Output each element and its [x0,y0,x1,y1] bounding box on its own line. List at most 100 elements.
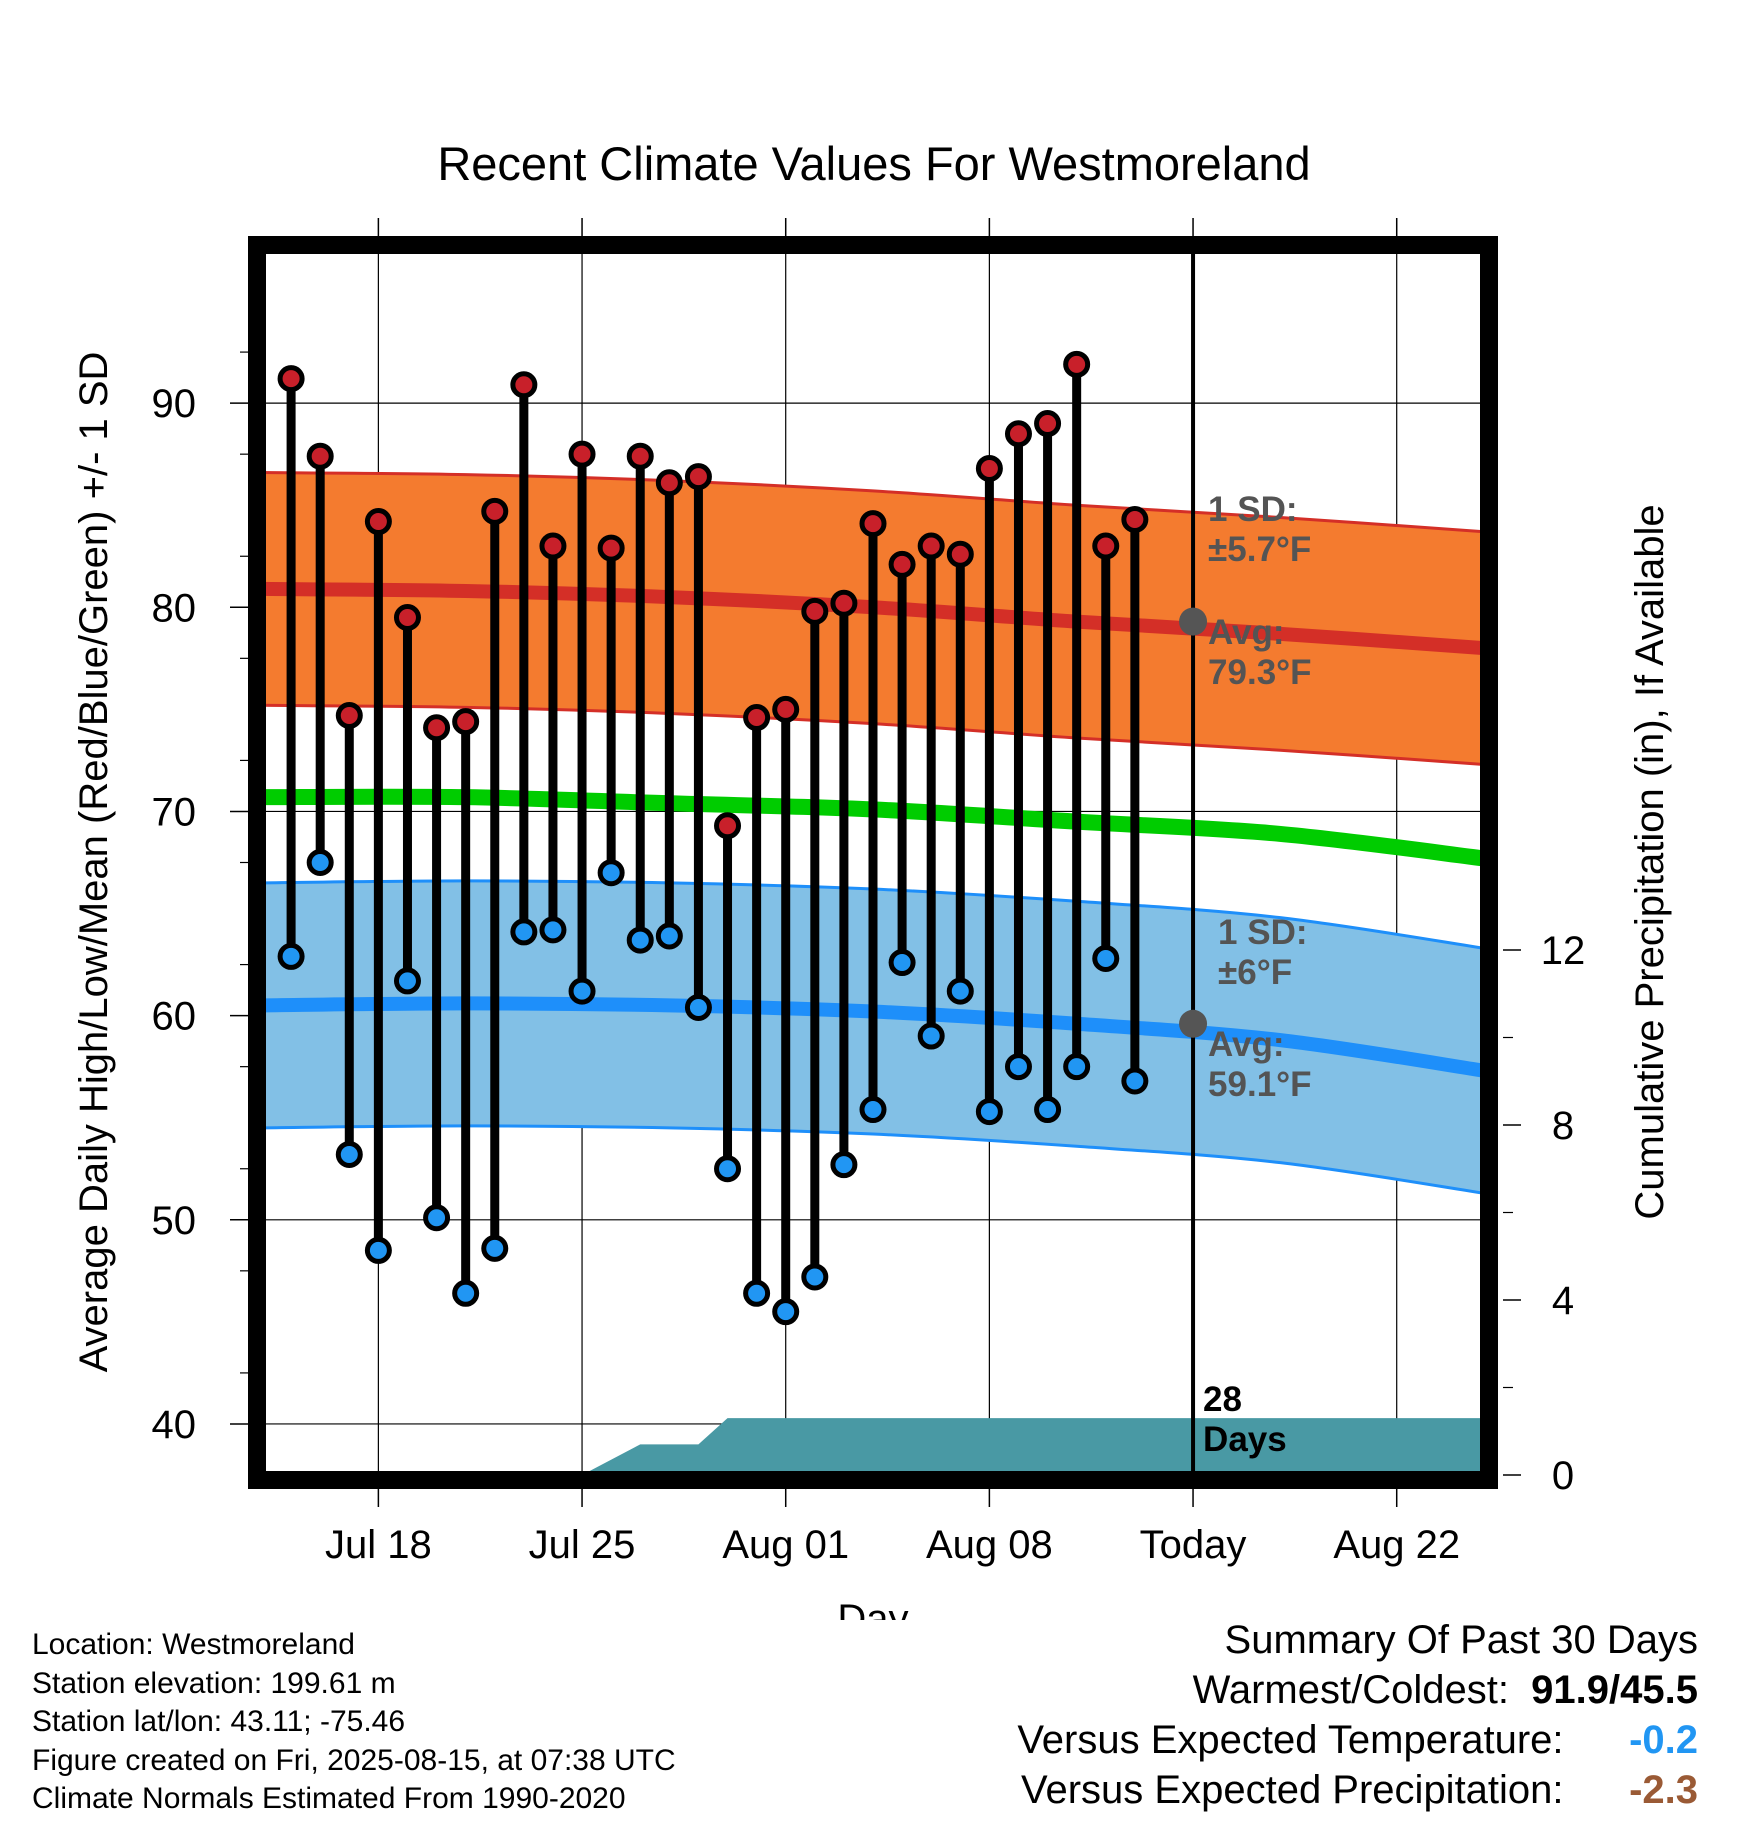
daily-high-point [743,704,771,732]
climate-chart: Recent Climate Values For Westmoreland 1… [72,137,1672,1620]
daily-low-point [481,1234,509,1262]
summary-warmest-value: 91.9/45.5 [1531,1668,1698,1712]
annotation-low-avg-line: Avg: [1208,1025,1284,1064]
daily-low-point [423,1204,451,1232]
daily-high-point [975,454,1003,482]
y-tick-label-left: 80 [152,586,197,630]
summary-panel: Summary Of Past 30 Days Warmest/Coldest:… [1017,1615,1698,1815]
y-tick-label-right: 12 [1541,929,1586,973]
daily-low-point [830,1151,858,1179]
daily-low-point [568,977,596,1005]
info-created: Figure created on Fri, 2025-08-15, at 07… [32,1743,676,1777]
daily-low-point [1063,1053,1091,1081]
daily-high-point [1092,532,1120,560]
summary-warmest-row: Warmest/Coldest: 91.9/45.5 [1017,1665,1698,1715]
daily-high-point [626,442,654,470]
daily-low-point [714,1155,742,1183]
daily-high-point [423,714,451,742]
annotation-days-line: Days [1203,1420,1287,1459]
y-tick-label-left: 60 [152,995,197,1039]
daily-low-point [626,926,654,954]
daily-low-point [801,1263,829,1291]
daily-high-point [364,508,392,536]
daily-low-point [335,1140,363,1168]
daily-low-point [1092,944,1120,972]
daily-high-point [888,550,916,578]
daily-high-point [1121,506,1149,533]
daily-low-point [364,1236,392,1264]
daily-low-point [277,942,305,970]
y-axis-label-right: Cumulative Precipitation (in), If Availa… [1628,504,1672,1219]
annotation-high-avg-line: 79.3°F [1208,653,1312,692]
daily-low-point [1121,1067,1149,1095]
daily-high-point [597,534,625,562]
daily-high-point [801,597,829,625]
daily-high-point [684,463,712,491]
plot-inner [262,250,1484,1475]
annotation-low-avg: Avg: 59.1°F [1208,1025,1312,1104]
daily-high-point [393,604,421,631]
info-location: Location: Westmoreland [32,1628,355,1661]
daily-low-point [452,1279,480,1307]
annotation-high-sd-line: 1 SD: [1208,490,1297,529]
summary-precip-value: -2.3 [1629,1768,1698,1812]
daily-high-point [539,532,567,560]
summary-precip-row: Versus Expected Precipitation: -2.3 [1017,1765,1698,1815]
daily-high-point [1063,350,1091,378]
precip-area [582,1418,1484,1475]
daily-high-point [772,695,800,723]
daily-low-point [539,916,567,944]
annotation-high-sd-line: ±5.7°F [1208,530,1311,569]
daily-high-point [655,469,683,497]
y-tick-label-left: 40 [152,1403,197,1447]
annotation-high-avg-line: Avg: [1208,613,1284,652]
y-tick-label-right: 0 [1552,1454,1574,1498]
today-avg-high-marker [1179,607,1208,636]
annotation-low-sd-line: 1 SD: [1218,913,1307,952]
daily-low-point [1004,1053,1032,1081]
daily-high-point [917,532,945,560]
daily-low-point [772,1298,800,1326]
x-tick-label: Jul 25 [529,1523,636,1567]
daily-low-point [743,1279,771,1307]
daily-low-point [684,993,712,1021]
x-axis-label: Day [837,1597,908,1620]
annotation-low-sd-line: ±6°F [1218,953,1292,992]
daily-low-point [975,1098,1003,1126]
daily-high-point [1034,410,1062,438]
x-tick-label: Aug 22 [1333,1523,1460,1567]
summary-temp-value: -0.2 [1629,1718,1698,1762]
daily-high-point [568,440,596,468]
daily-low-point [917,1022,945,1050]
daily-low-point [888,949,916,977]
daily-high-point [277,365,305,393]
info-latlon: Station lat/lon: 43.11; -75.46 [32,1705,406,1738]
daily-high-point [452,708,480,736]
y-axis-label-left: Average Daily High/Low/Mean (Red/Blue/Gr… [72,352,116,1373]
daily-high-point [481,497,509,525]
daily-high-point [306,442,334,470]
daily-high-point [335,702,363,729]
daily-low-point [859,1096,887,1124]
x-tick-label: Aug 01 [722,1523,849,1567]
summary-temp-row: Versus Expected Temperature: -0.2 [1017,1715,1698,1765]
annotation-days-line: 28 [1203,1380,1242,1419]
chart-title: Recent Climate Values For Westmoreland [437,137,1310,190]
info-elevation: Station elevation: 199.61 m [32,1666,396,1700]
today-avg-low-marker [1179,1009,1208,1038]
daily-high-point [714,812,742,840]
summary-heading: Summary Of Past 30 Days [1224,1618,1698,1662]
plot-frame [248,236,1498,1489]
daily-high-point [946,540,974,568]
daily-low-point [655,922,683,950]
summary-warmest-label: Warmest/Coldest: [1192,1668,1509,1712]
annotation-high-sd: 1 SD: ±5.7°F [1208,490,1311,569]
annotation-high-avg: Avg: 79.3°F [1208,613,1312,692]
daily-high-point [1004,420,1032,448]
daily-low-point [306,849,334,876]
info-normals: Climate Normals Estimated From 1990-2020 [32,1782,626,1815]
station-info: Location: Westmoreland Station elevation… [32,1626,676,1819]
y-tick-label-left: 90 [152,382,197,426]
daily-high-point [859,510,887,538]
